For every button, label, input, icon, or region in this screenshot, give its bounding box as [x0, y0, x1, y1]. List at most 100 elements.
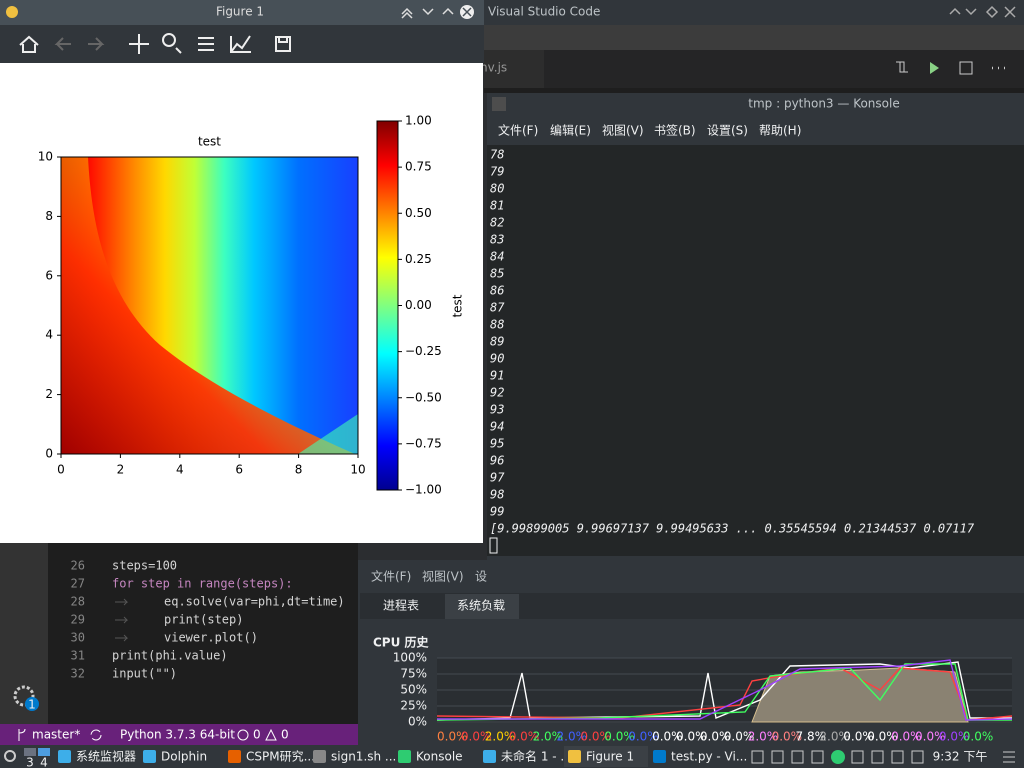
window-button[interactable] — [401, 7, 413, 19]
tray-icon[interactable] — [751, 750, 764, 764]
konsole-btn[interactable] — [492, 97, 506, 111]
output-line: 87 — [490, 301, 505, 315]
cpu-load: 2.0% — [533, 730, 564, 744]
konsole-titlebar — [487, 93, 1024, 115]
cpu-load: 0.0% — [724, 730, 755, 744]
task-item[interactable]: Dolphin — [161, 750, 207, 764]
colorbar-tick-label: −1.00 — [405, 483, 442, 497]
cpu-load: 0.0% — [580, 730, 611, 744]
tray-icon[interactable] — [771, 750, 784, 764]
compare-icon[interactable] — [896, 61, 908, 73]
sysmon-tab-active[interactable] — [445, 594, 519, 619]
y-tick-label: 10 — [38, 150, 53, 164]
x-tick-label: 10 — [350, 463, 365, 477]
cpu-load: 0.0% — [604, 730, 635, 744]
x-tick-label: 6 — [235, 463, 243, 477]
pager-desktop[interactable] — [38, 748, 50, 756]
toolbar-button[interactable] — [19, 35, 39, 53]
menu-item[interactable]: 帮助(H) — [759, 124, 801, 138]
task-item[interactable]: Figure 1 — [586, 750, 634, 764]
window-button[interactable] — [1004, 6, 1016, 18]
output-line: 93 — [490, 403, 504, 417]
pager-desktop[interactable] — [24, 748, 36, 756]
tray-icon[interactable] — [791, 750, 804, 764]
toolbar-button[interactable] — [230, 35, 251, 53]
line-number: 28 — [71, 595, 85, 609]
run-icon[interactable] — [930, 62, 939, 74]
output-line: 97 — [490, 471, 505, 485]
menu-item[interactable]: 书签(B) — [654, 123, 696, 138]
cpu-load: 0.0% — [915, 730, 946, 744]
cpu-load: 0.0% — [628, 730, 659, 744]
chart-title: test — [198, 135, 221, 149]
colorbar — [376, 120, 399, 491]
task-item[interactable]: test.py - Vi... — [671, 750, 747, 764]
sysmon-tab[interactable]: 系统负载 — [457, 599, 505, 613]
menu-item[interactable]: 文件(F) — [371, 569, 411, 584]
output-line: 80 — [490, 182, 504, 196]
terminal — [487, 145, 1024, 556]
task-icon — [568, 750, 581, 763]
output-line: 83 — [490, 233, 504, 247]
window-button[interactable] — [442, 7, 454, 15]
cpu-load: 0.0% — [437, 730, 468, 744]
y-tick-label: 4 — [45, 328, 53, 342]
settings-icon[interactable] — [13, 685, 35, 707]
tray-icon[interactable] — [871, 750, 884, 764]
status-python: Python 3.7.3 64-bit — [120, 728, 235, 742]
window-button[interactable] — [965, 8, 977, 16]
window-button[interactable] — [422, 8, 434, 16]
window-button[interactable] — [985, 5, 999, 19]
graph-y-label: 100% — [393, 651, 427, 665]
toolbar-button[interactable] — [129, 34, 149, 54]
task-item[interactable]: CSPM研究... — [246, 749, 315, 764]
split-icon[interactable] — [959, 61, 973, 75]
task-item[interactable]: sign1.sh ... — [331, 750, 396, 764]
sysmon-tab[interactable]: 进程表 — [383, 598, 419, 613]
toolbar-button[interactable] — [198, 37, 214, 51]
tray-icon[interactable] — [851, 750, 864, 764]
menu-item[interactable]: 视图(V) — [602, 123, 644, 138]
menu-item[interactable]: 设 — [475, 570, 487, 584]
tray-icon[interactable] — [831, 750, 845, 764]
menu-item[interactable]: 视图(V) — [422, 569, 464, 584]
task-item[interactable]: 未命名 1 - ... — [501, 749, 572, 764]
tray-icon[interactable] — [891, 750, 904, 764]
colorbar-tick-label: −0.25 — [405, 344, 442, 358]
toolbar-button[interactable] — [162, 33, 182, 54]
vscode-tab-label: nv.js — [480, 61, 507, 75]
toolbar-button[interactable] — [275, 36, 291, 52]
toolbar-button[interactable] — [88, 37, 105, 51]
colorbar-tick-label: 0.25 — [405, 252, 432, 266]
line-number: 26 — [71, 559, 85, 573]
output-line: 88 — [490, 318, 504, 332]
task-item[interactable]: Konsole — [416, 750, 463, 764]
toolbar-button[interactable] — [54, 37, 71, 51]
graph-title: CPU 历史 — [373, 635, 430, 650]
output-line: 86 — [490, 284, 504, 298]
window-button[interactable] — [949, 7, 961, 15]
output-line: 85 — [490, 267, 504, 281]
task-icon — [58, 750, 71, 763]
cpu-load: 2.0% — [819, 730, 850, 744]
editor — [48, 543, 358, 724]
tray-icon[interactable] — [911, 750, 924, 764]
taskbar-menu[interactable] — [1003, 751, 1015, 763]
status-branch: master* — [32, 728, 80, 742]
cpu-load: 0.0% — [843, 730, 874, 744]
task-item[interactable]: 系统监视器 — [76, 749, 136, 764]
code-line: for step in range(steps): — [112, 577, 293, 591]
menu-item[interactable]: 文件(F) — [498, 123, 538, 138]
launcher[interactable] — [4, 750, 16, 762]
cpu-load: 2.0% — [485, 730, 516, 744]
line-number: 31 — [71, 649, 85, 663]
tray-icon[interactable] — [811, 750, 824, 764]
code-line: print(phi.value) — [112, 649, 228, 663]
menu-item[interactable]: 设置(S) — [707, 124, 748, 138]
code-line: viewer.plot() — [164, 631, 258, 645]
vscode-tab[interactable] — [484, 50, 544, 88]
status-warnings: 0 — [281, 728, 289, 742]
cpu-load: 0.0% — [772, 730, 803, 744]
colorbar-tick-label: 1.00 — [405, 114, 432, 128]
menu-item[interactable]: 编辑(E) — [550, 123, 591, 138]
